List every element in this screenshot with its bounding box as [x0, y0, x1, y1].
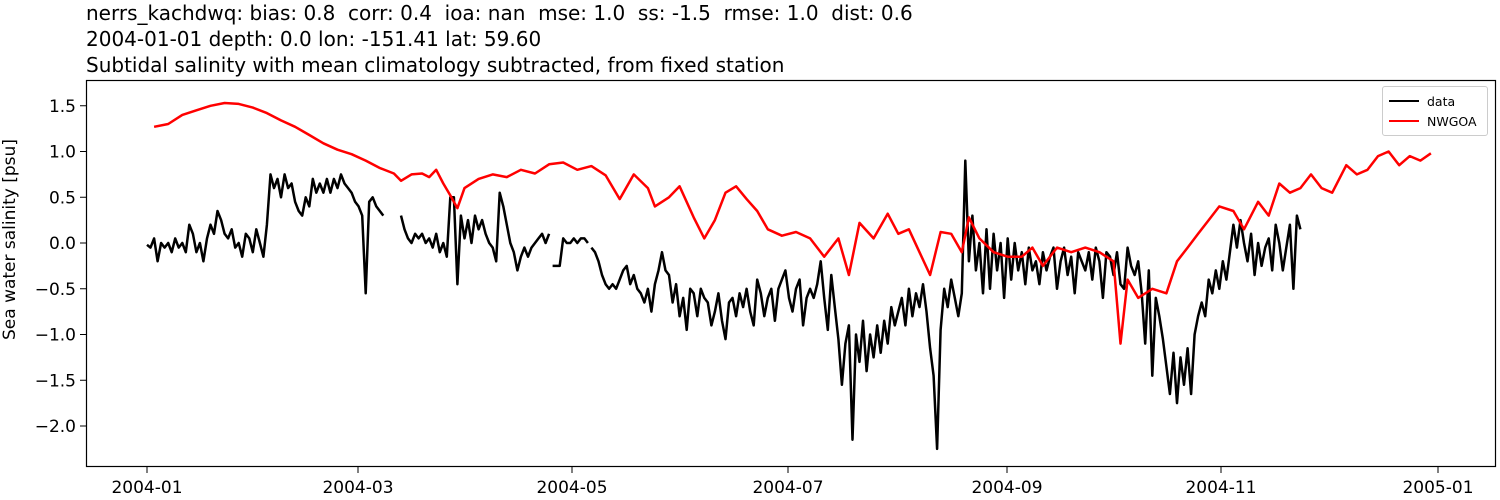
legend-item-data: data [1389, 92, 1455, 110]
legend: data NWGOA [1382, 86, 1488, 136]
y-tick-label: 1.5 [49, 97, 76, 117]
series-line-data [399, 191, 551, 286]
y-axis-label: Sea water salinity [psu] [0, 139, 20, 340]
legend-swatch-nwgoa [1389, 120, 1419, 122]
chart-title: nerrs_kachdwq: bias: 0.8 corr: 0.4 ioa: … [86, 0, 913, 78]
y-tick-label: −0.5 [35, 280, 76, 300]
legend-label-nwgoa: NWGOA [1427, 113, 1477, 129]
y-axis: 1.5 1.0 0.5 0.0 −0.5 −1.0 −1.5 −2.0 [35, 97, 87, 437]
plot-frame [85, 79, 1497, 468]
legend-item-nwgoa: NWGOA [1389, 112, 1477, 130]
legend-swatch-data [1389, 100, 1419, 102]
x-tick-label: 2004-07 [752, 478, 823, 498]
y-tick-label: 0.0 [49, 234, 76, 254]
x-tick-label: 2004-11 [1185, 478, 1256, 498]
x-axis: 2004-01 2004-03 2004-05 2004-07 2004-09 2004-… [111, 466, 1474, 498]
series-line-data [552, 237, 589, 268]
series-layer [146, 101, 1432, 451]
legend-label-data: data [1427, 93, 1456, 109]
x-tick-label: 2005-01 [1402, 478, 1473, 498]
y-tick-label: −2.0 [35, 417, 76, 437]
title-location: 2004-01-01 depth: 0.0 lon: -151.41 lat: … [86, 27, 542, 51]
series-line-data [146, 173, 385, 295]
y-tick-label: 0.5 [49, 188, 76, 208]
x-tick-label: 2004-01 [111, 478, 182, 498]
x-tick-label: 2004-03 [322, 478, 393, 498]
x-tick-label: 2004-05 [536, 478, 607, 498]
series-line-data [590, 159, 1302, 451]
series-line-nwgoa [153, 101, 1432, 345]
y-tick-label: −1.0 [35, 326, 76, 346]
title-description: Subtidal salinity with mean climatology … [86, 53, 785, 77]
y-tick-label: 1.0 [49, 143, 76, 163]
y-tick-label: −1.5 [35, 371, 76, 391]
x-tick-label: 2004-09 [971, 478, 1042, 498]
title-metrics: nerrs_kachdwq: bias: 0.8 corr: 0.4 ioa: … [86, 1, 913, 25]
